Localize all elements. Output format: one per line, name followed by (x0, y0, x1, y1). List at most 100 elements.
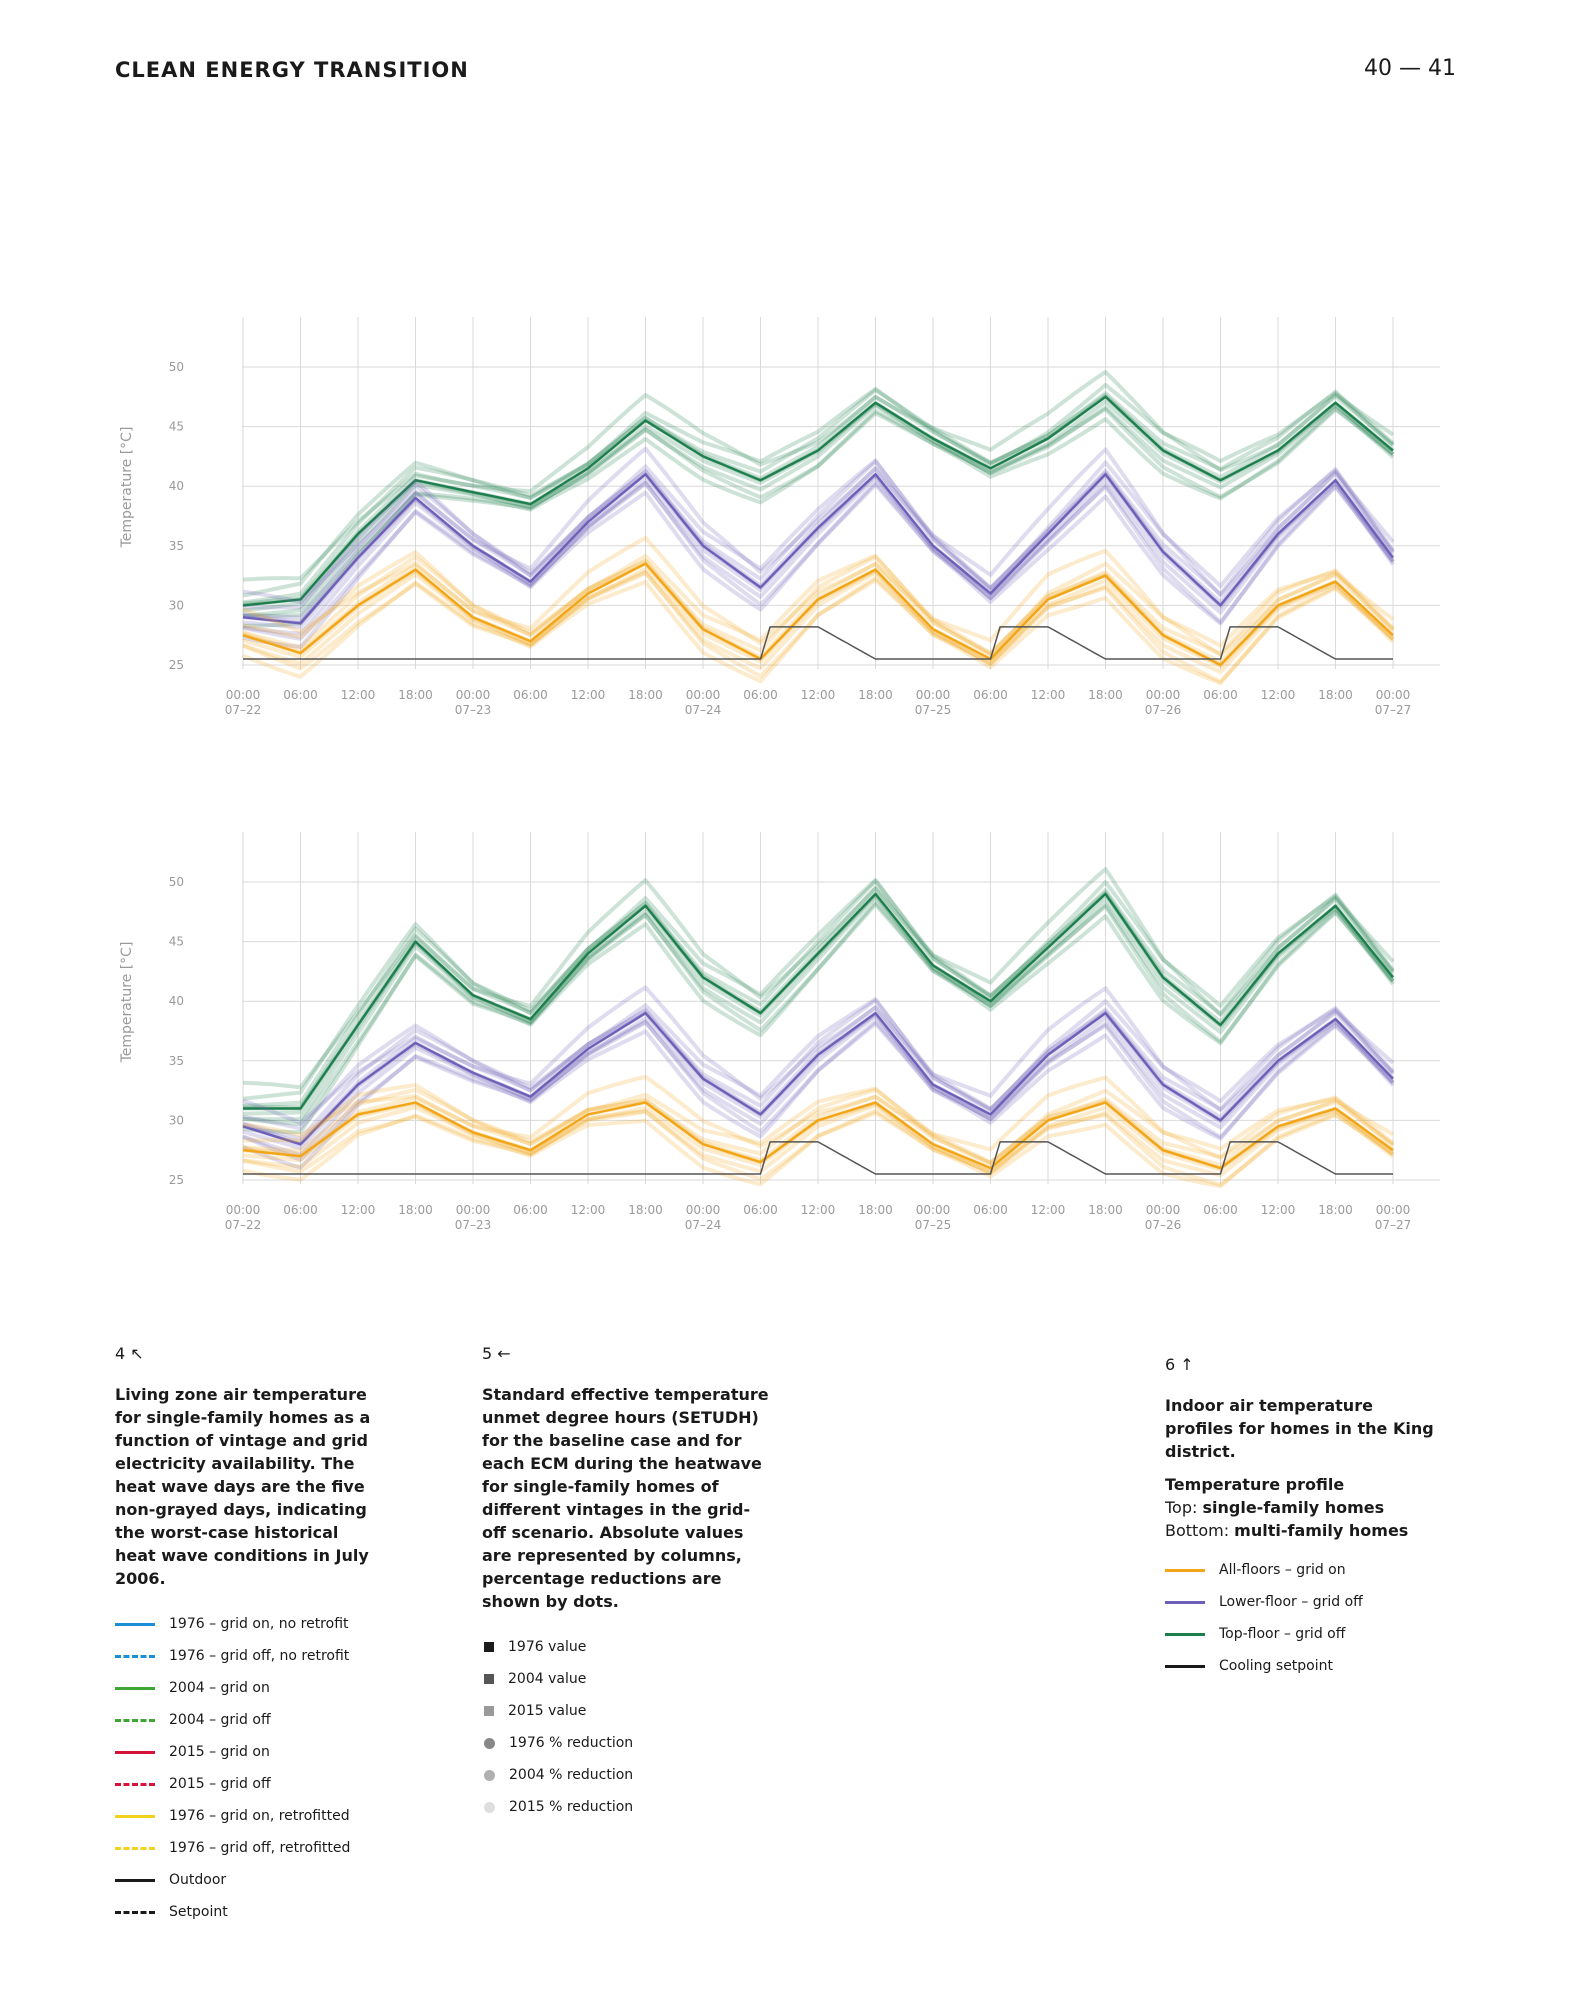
x-tick-label-time: 18:00 (628, 1203, 663, 1217)
series-ensemble-line (242, 1005, 1395, 1145)
series-ensemble-line (242, 1108, 1395, 1189)
x-tick-label-time: 00:00 (916, 688, 951, 702)
legend-label: 1976 – grid on, retrofitted (169, 1807, 350, 1824)
legend-label: 1976 – grid off, retrofitted (169, 1839, 351, 1856)
series-ensemble-line (242, 459, 1395, 620)
figure-number: 5 ← (482, 1344, 511, 1363)
y-tick-label: 30 (169, 1113, 184, 1127)
series-ensemble-line (242, 1014, 1395, 1157)
series-ensemble-line (242, 536, 1395, 657)
x-tick-label-time: 12:00 (1031, 1203, 1066, 1217)
legend-label: 1976 – grid off, no retrofit (169, 1647, 350, 1664)
legend-item: 1976 – grid on, retrofitted (115, 1800, 375, 1832)
caption-figure-4: 4 ↖ Living zone air temperature for sing… (115, 1342, 375, 1928)
legend-swatch-line (115, 1686, 155, 1690)
bottom-value: multi-family homes (1234, 1521, 1409, 1540)
subtitle: Temperature profile (1165, 1475, 1345, 1494)
legend-label: 2015 – grid off (169, 1775, 271, 1792)
x-tick-label-date: 07–25 (915, 1218, 952, 1232)
figure-number: 6 ↑ (1165, 1355, 1194, 1374)
legend-label: 1976 % reduction (509, 1734, 634, 1751)
legend-item: Top-floor – grid off (1165, 1618, 1435, 1650)
legend-swatch-line (115, 1718, 155, 1722)
x-tick-label-time: 00:00 (226, 1203, 261, 1217)
series-ensemble-line (242, 1103, 1395, 1178)
legend-item: 1976 – grid on, no retrofit (115, 1608, 375, 1640)
y-tick-label: 50 (169, 360, 184, 374)
x-tick-label-time: 06:00 (1203, 688, 1238, 702)
setpoint-line (243, 626, 1393, 660)
series-ensemble-line (242, 570, 1395, 675)
legend-item: Setpoint (115, 1896, 375, 1928)
caption-text: Indoor air temperature profiles for home… (1165, 1396, 1434, 1461)
series-ensemble-line (242, 1109, 1395, 1187)
legend-swatch-line (1165, 1600, 1205, 1604)
x-tick-label-time: 12:00 (1261, 1203, 1296, 1217)
legend-item: 1976 – grid off, no retrofit (115, 1640, 375, 1672)
top-label: Top: (1165, 1498, 1203, 1517)
series-ensemble-line (242, 393, 1395, 606)
top-line: Top: single-family homes (1165, 1496, 1435, 1519)
x-tick-label-time: 06:00 (513, 688, 548, 702)
series-ensemble-line (242, 555, 1395, 656)
y-tick-label: 35 (169, 1054, 184, 1068)
series-ensemble-line (242, 550, 1395, 657)
series-main-line (242, 473, 1394, 625)
legend-label: 1976 value (508, 1638, 587, 1655)
y-axis-label: Temperature [°C] (119, 942, 135, 1064)
legend-label: 1976 – grid on, no retrofit (169, 1615, 349, 1632)
x-tick-label-time: 00:00 (456, 1203, 491, 1217)
bottom-label: Bottom: (1165, 1521, 1235, 1540)
series-ensemble-line (242, 576, 1395, 686)
legend-swatch-line (1165, 1568, 1205, 1572)
x-tick-label-date: 07–26 (1145, 703, 1182, 717)
y-tick-label: 45 (169, 420, 184, 434)
x-tick-label-date: 07–25 (915, 703, 952, 717)
x-tick-label-time: 06:00 (743, 1203, 778, 1217)
legend-label: 2004 value (508, 1670, 587, 1687)
x-tick-label-time: 18:00 (398, 688, 433, 702)
page-header: CLEAN ENERGY TRANSITION 40 — 41 (115, 56, 1456, 88)
x-tick-label-time: 18:00 (1318, 1203, 1353, 1217)
x-tick-label-date: 07–22 (225, 703, 262, 717)
caption-figure-6: 6 ↑ Indoor air temperature profiles for … (1165, 1353, 1435, 1682)
legend-item: 2015 % reduction (482, 1791, 772, 1823)
x-tick-label-time: 06:00 (283, 688, 318, 702)
series-ensemble-line (242, 886, 1395, 1109)
legend-item: Cooling setpoint (1165, 1650, 1435, 1682)
setpoint-line (243, 1141, 1393, 1175)
caption-text: Standard effective temperature unmet deg… (482, 1385, 769, 1611)
series-ensemble-line (242, 997, 1395, 1131)
legend-label: Outdoor (169, 1871, 227, 1888)
x-tick-label-time: 18:00 (1088, 1203, 1123, 1217)
x-tick-label-date: 07–27 (1375, 1218, 1412, 1232)
x-tick-label-date: 07–23 (455, 703, 492, 717)
caption-subtitle-block: Temperature profile Top: single-family h… (1165, 1473, 1435, 1542)
legend-label: 2015 – grid on (169, 1743, 270, 1760)
x-tick-label-time: 00:00 (1146, 1203, 1181, 1217)
legend-item: 2004 – grid off (115, 1704, 375, 1736)
series-ensemble-line (242, 403, 1395, 618)
y-tick-label: 30 (169, 598, 184, 612)
legend-swatch-line (1165, 1664, 1205, 1668)
series-ensemble-line (243, 1083, 1395, 1166)
legend-swatch-line (115, 1750, 155, 1754)
legend-label: Setpoint (169, 1903, 228, 1920)
x-tick-label-date: 07–27 (1375, 703, 1412, 717)
legend-label: 2004 – grid off (169, 1711, 271, 1728)
y-tick-label: 45 (169, 935, 184, 949)
series-ensemble-line (242, 895, 1395, 1122)
x-tick-label-time: 00:00 (916, 1203, 951, 1217)
legend-item: 2004 value (482, 1663, 772, 1695)
series-ensemble-line (242, 998, 1395, 1141)
x-tick-label-date: 07–26 (1145, 1218, 1182, 1232)
x-tick-label-time: 12:00 (801, 688, 836, 702)
series-ensemble-line (242, 878, 1395, 1101)
legend-figure-6: All-floors – grid on Lower-floor – grid o… (1165, 1554, 1435, 1682)
top-value: single-family homes (1202, 1498, 1385, 1517)
x-tick-label-date: 07–24 (685, 703, 722, 717)
series-ensemble-line (242, 1074, 1395, 1160)
series-ensemble-line (242, 370, 1395, 582)
x-tick-label-time: 12:00 (341, 1203, 376, 1217)
